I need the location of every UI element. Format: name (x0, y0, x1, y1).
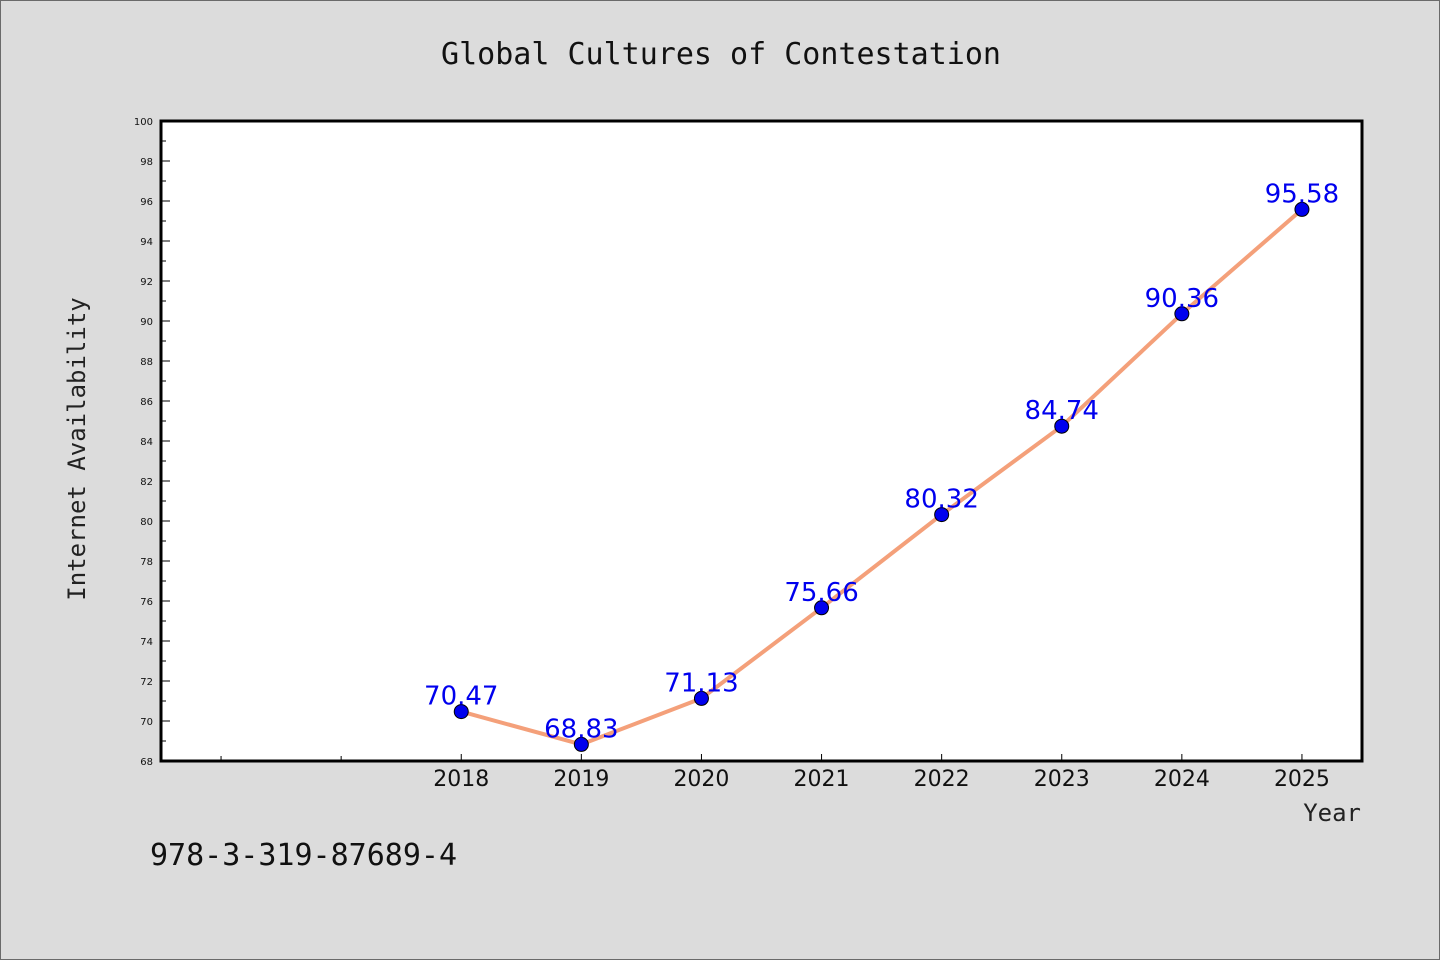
data-label: 68.83 (544, 714, 618, 744)
data-label: 84.74 (1025, 396, 1099, 426)
y-axis-label: Internet Availability (63, 297, 91, 600)
y-tick-label: 94 (140, 237, 153, 248)
x-axis-label: Year (1303, 799, 1361, 827)
x-tick-label: 2020 (673, 767, 729, 792)
y-tick-label: 84 (140, 437, 153, 448)
data-point (1294, 201, 1310, 217)
y-tick-label: 88 (140, 357, 153, 368)
chart-title: Global Cultures of Contestation (441, 37, 1001, 72)
x-tick-label: 2023 (1034, 767, 1090, 792)
data-label: 70.47 (424, 682, 498, 712)
y-tick-label: 86 (140, 397, 153, 408)
y-tick-label: 76 (140, 597, 153, 608)
y-tick-label: 74 (140, 637, 153, 648)
y-tick-label: 92 (140, 277, 153, 288)
y-tick-label: 80 (140, 517, 153, 528)
data-labels: 70.47 68.83 71.13 75.66 80.32 84.74 90.36 95.58 (424, 179, 1339, 744)
data-point (573, 736, 589, 752)
data-point (814, 600, 830, 616)
data-point (934, 507, 950, 523)
x-tick-label: 2024 (1154, 767, 1210, 792)
plot-area (161, 121, 1362, 761)
y-tick-label: 68 (140, 757, 153, 768)
x-tick-label: 2022 (914, 767, 970, 792)
x-tick-label: 2018 (433, 767, 489, 792)
data-label: 95.58 (1265, 179, 1339, 209)
y-tick-label: 98 (140, 157, 153, 168)
data-label: 75.66 (784, 578, 858, 608)
data-point (1054, 418, 1070, 434)
plot-frame (159, 119, 1364, 763)
y-tick-label: 100 (134, 117, 153, 128)
y-tick-label: 70 (140, 717, 153, 728)
y-tick-label: 90 (140, 317, 153, 328)
data-label: 90.36 (1145, 284, 1219, 314)
y-tick-label: 96 (140, 197, 153, 208)
data-label: 71.13 (664, 668, 738, 698)
data-point (453, 704, 469, 720)
x-tick-label: 2025 (1274, 767, 1330, 792)
y-tick-label: 82 (140, 477, 153, 488)
series-line (459, 207, 1304, 747)
y-tick-label: 72 (140, 677, 153, 688)
y-tick-label: 78 (140, 557, 153, 568)
axis-ticks: 68 70 72 74 76 78 80 82 84 86 88 90 92 94 96 98 100 2018 2… (134, 117, 1330, 792)
data-point (1174, 306, 1190, 322)
data-point (693, 690, 709, 706)
x-tick-label: 2021 (794, 767, 850, 792)
data-series (453, 201, 1310, 752)
isbn-footer: 978-3-319-87689-4 (150, 838, 457, 873)
data-label: 80.32 (904, 485, 978, 515)
x-tick-label: 2019 (553, 767, 609, 792)
